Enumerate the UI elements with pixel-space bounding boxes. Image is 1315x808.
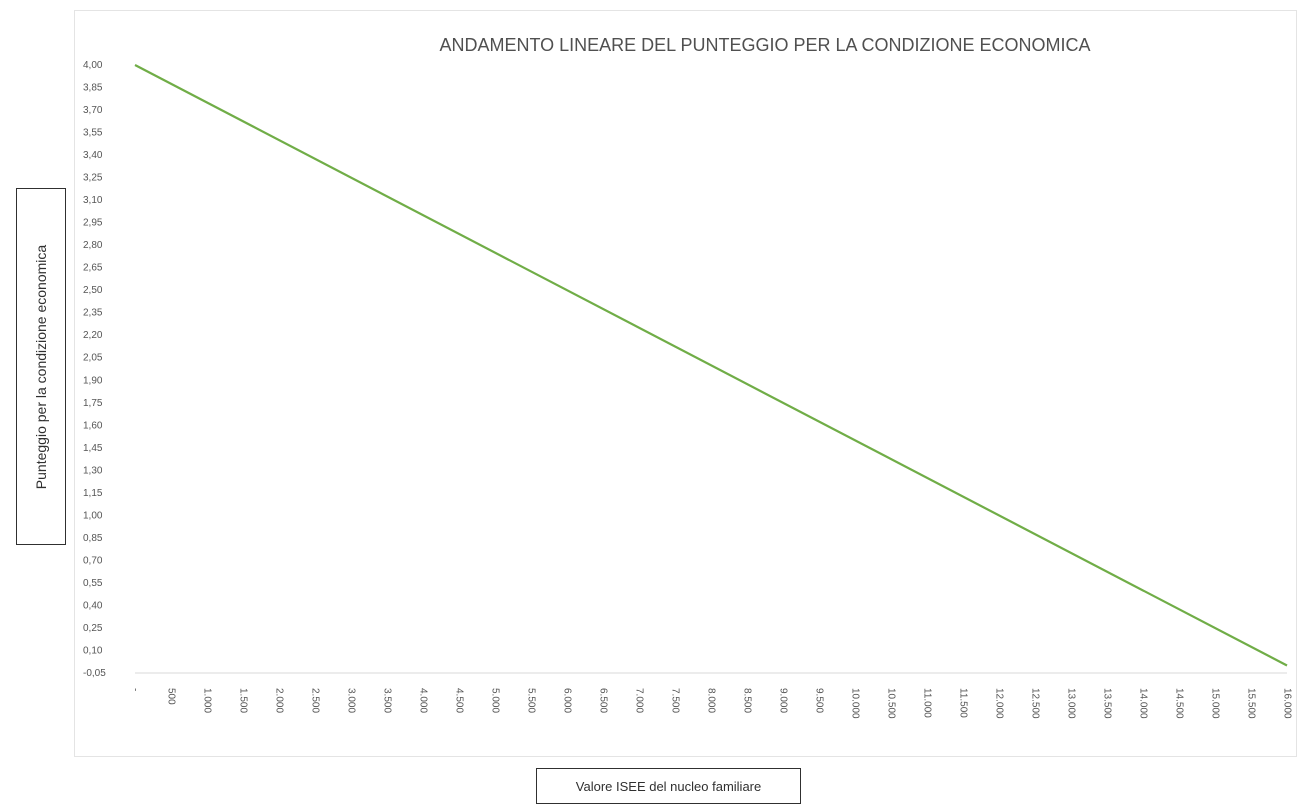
y-tick-label: 2,05 <box>83 353 103 364</box>
y-tick-labels: 4,00 3,85 3,70 3,55 3,40 3,25 3,10 2,95 2,80 2,65… <box>83 60 106 679</box>
x-tick-label: 9.000 <box>777 688 788 713</box>
x-tick-label: 4.000 <box>417 688 428 713</box>
y-tick-label: 1,60 <box>83 420 103 431</box>
x-tick-label: 12.500 <box>1029 688 1040 719</box>
x-tick-label: 14.000 <box>1137 688 1148 719</box>
x-tick-label: 11.500 <box>957 688 968 718</box>
y-axis-title-box: Punteggio per la condizione economica <box>16 188 66 545</box>
y-tick-label: 1,75 <box>83 398 103 409</box>
x-tick-label: 7.500 <box>669 688 680 713</box>
y-tick-label: 1,30 <box>83 465 103 476</box>
x-tick-label: 3.500 <box>381 688 392 713</box>
y-tick-label: -0,05 <box>83 668 106 679</box>
x-tick-label: 11.000 <box>921 688 932 718</box>
x-tick-labels: - 500 1.000 1.500 2.000 2.500 3.000 3.500 4.000 4… <box>129 688 1292 719</box>
x-tick-label: 500 <box>165 688 176 705</box>
x-tick-label: 7.000 <box>633 688 644 713</box>
x-tick-label: 1.500 <box>237 688 248 713</box>
x-tick-label: 6.500 <box>597 688 608 713</box>
y-tick-label: 3,10 <box>83 195 103 206</box>
x-tick-label: 1.000 <box>201 688 212 713</box>
x-tick-label: 2.500 <box>309 688 320 713</box>
y-tick-label: 1,15 <box>83 488 103 499</box>
x-axis-title-box: Valore ISEE del nucleo familiare <box>536 768 801 804</box>
x-tick-label: 13.500 <box>1101 688 1112 719</box>
line-chart: ANDAMENTO LINEARE DEL PUNTEGGIO PER LA C… <box>83 35 1292 719</box>
x-tick-label: 13.000 <box>1065 688 1076 719</box>
y-tick-label: 0,55 <box>83 578 103 589</box>
y-tick-label: 2,65 <box>83 263 103 274</box>
x-tick-label: 5.500 <box>525 688 536 713</box>
y-tick-label: 0,40 <box>83 600 103 611</box>
y-tick-label: 3,55 <box>83 128 103 139</box>
y-tick-label: 2,20 <box>83 330 103 341</box>
y-axis-title: Punteggio per la condizione economica <box>33 244 49 489</box>
chart-title: ANDAMENTO LINEARE DEL PUNTEGGIO PER LA C… <box>439 35 1090 55</box>
x-tick-label: - <box>129 688 140 691</box>
x-tick-label: 8.500 <box>741 688 752 713</box>
x-tick-label: 10.500 <box>885 688 896 719</box>
y-tick-label: 2,50 <box>83 285 103 296</box>
x-tick-label: 10.000 <box>849 688 860 719</box>
y-tick-label: 3,85 <box>83 83 103 94</box>
x-tick-label: 3.000 <box>345 688 356 713</box>
x-tick-label: 16.000 <box>1281 688 1292 719</box>
y-tick-label: 3,25 <box>83 173 103 184</box>
x-tick-label: 9.500 <box>813 688 824 713</box>
y-tick-label: 1,45 <box>83 443 103 454</box>
x-tick-label: 6.000 <box>561 688 572 713</box>
y-tick-label: 0,10 <box>83 645 103 656</box>
y-tick-label: 0,25 <box>83 623 103 634</box>
y-tick-label: 4,00 <box>83 60 103 71</box>
y-tick-label: 1,90 <box>83 375 103 386</box>
y-tick-label: 1,00 <box>83 510 103 521</box>
series-layer <box>134 64 1288 667</box>
y-tick-label: 0,70 <box>83 555 103 566</box>
x-tick-label: 12.000 <box>993 688 1004 719</box>
y-tick-label: 0,85 <box>83 533 103 544</box>
x-tick-label: 15.000 <box>1209 688 1220 719</box>
y-tick-label: 2,95 <box>83 218 103 229</box>
y-tick-label: 3,70 <box>83 105 103 116</box>
y-tick-label: 2,80 <box>83 240 103 251</box>
x-tick-label: 8.000 <box>705 688 716 713</box>
chart-area: ANDAMENTO LINEARE DEL PUNTEGGIO PER LA C… <box>74 10 1297 757</box>
y-tick-label: 3,40 <box>83 150 103 161</box>
x-tick-label: 14.500 <box>1173 688 1184 719</box>
x-tick-label: 4.500 <box>453 688 464 713</box>
series-line <box>134 64 1288 667</box>
x-tick-label: 2.000 <box>273 688 284 713</box>
y-tick-label: 2,35 <box>83 308 103 319</box>
x-axis-title: Valore ISEE del nucleo familiare <box>575 778 762 794</box>
x-tick-label: 15.500 <box>1245 688 1256 719</box>
x-tick-label: 5.000 <box>489 688 500 713</box>
